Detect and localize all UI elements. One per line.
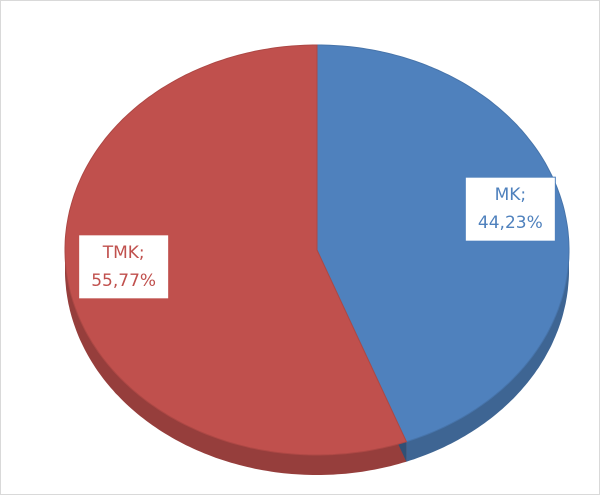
data-label-value: 55,77% — [91, 271, 156, 291]
data-label-box — [78, 234, 170, 300]
data-label-value: 44,23% — [478, 213, 543, 233]
pie-slice — [64, 44, 408, 456]
data-label-box — [464, 176, 556, 242]
pie-slice — [316, 44, 570, 443]
pie-side — [406, 250, 569, 462]
data-label-category: TMK; — [102, 243, 145, 263]
pie-side — [65, 250, 407, 475]
data-label-category: MK; — [495, 185, 527, 205]
